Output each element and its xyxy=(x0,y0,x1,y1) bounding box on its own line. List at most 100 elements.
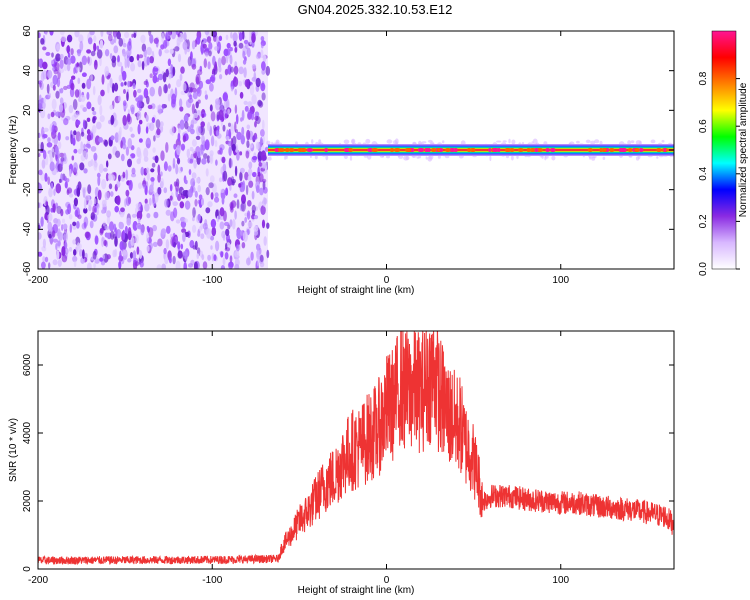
noise-blob xyxy=(81,72,87,77)
noise-blob xyxy=(38,152,41,158)
signal-peak xyxy=(601,148,607,152)
noise-blob xyxy=(90,129,95,134)
noise-blob xyxy=(210,218,217,228)
signal-halo xyxy=(311,139,314,144)
noise-blob xyxy=(63,63,68,72)
noise-blob xyxy=(55,243,58,251)
noise-blob xyxy=(96,121,102,130)
noise-blob xyxy=(87,56,90,64)
noise-blob xyxy=(162,72,167,83)
noise-blob xyxy=(228,122,231,128)
noise-blob xyxy=(114,119,119,126)
noise-blob xyxy=(195,101,199,109)
noise-blob xyxy=(126,57,130,69)
noise-blob xyxy=(71,75,76,80)
noise-blob xyxy=(155,119,161,129)
noise-blob xyxy=(165,239,170,250)
noise-blob xyxy=(84,231,90,239)
noise-blob xyxy=(183,261,187,269)
noise-blob xyxy=(156,264,162,269)
noise-blob xyxy=(156,128,161,136)
noise-blob xyxy=(64,181,68,189)
signal-peak xyxy=(454,148,458,152)
noise-blob xyxy=(247,221,253,228)
noise-blob xyxy=(231,143,236,152)
noise-blob xyxy=(42,134,48,139)
noise-blob xyxy=(138,119,143,125)
signal-peak xyxy=(526,148,531,152)
signal-peak xyxy=(274,148,280,152)
noise-blob xyxy=(98,163,104,174)
noise-blob xyxy=(247,168,253,177)
noise-blob xyxy=(61,218,66,224)
signal-peak xyxy=(623,148,627,152)
noise-blob xyxy=(122,115,127,126)
noise-blob xyxy=(111,60,117,68)
noise-blob xyxy=(77,77,81,85)
signal-peak xyxy=(550,148,556,152)
noise-blob xyxy=(262,119,265,131)
noise-blob xyxy=(182,190,188,197)
colorbar-tick-label: 0.2 xyxy=(698,214,709,228)
noise-blob xyxy=(38,143,41,154)
noise-blob xyxy=(225,242,228,250)
spectrogram-x-axis: -200 -100 0 100 xyxy=(28,31,570,286)
signal-halo xyxy=(627,140,631,146)
noise-blob xyxy=(157,173,161,183)
noise-blob xyxy=(59,31,65,36)
noise-blob xyxy=(136,100,142,109)
noise-blob xyxy=(118,37,124,47)
noise-blob xyxy=(109,221,114,232)
noise-blob xyxy=(261,150,267,161)
noise-blob xyxy=(191,149,196,154)
noise-blob xyxy=(133,32,137,38)
noise-blob xyxy=(131,213,137,218)
spectrogram-y-tick-label: 60 xyxy=(22,25,33,37)
noise-blob xyxy=(146,95,150,105)
noise-blob xyxy=(40,141,44,152)
noise-blob xyxy=(176,157,181,165)
noise-blob xyxy=(200,121,205,128)
noise-blob xyxy=(182,251,189,260)
noise-blob xyxy=(86,129,91,135)
noise-blob xyxy=(251,64,257,69)
noise-blob xyxy=(51,52,54,58)
noise-blob xyxy=(165,68,169,78)
noise-blob xyxy=(76,187,81,198)
noise-blob xyxy=(150,168,155,173)
noise-blob xyxy=(177,36,182,42)
noise-blob xyxy=(242,50,246,59)
noise-blob xyxy=(215,100,221,111)
signal-halo xyxy=(650,139,656,144)
noise-blob xyxy=(143,88,149,99)
noise-blob xyxy=(116,195,121,206)
noise-blob xyxy=(168,73,172,80)
noise-blob xyxy=(245,184,249,196)
noise-blob xyxy=(243,100,248,105)
noise-blob xyxy=(127,227,132,238)
noise-blob xyxy=(194,199,198,207)
noise-blob xyxy=(38,183,43,194)
noise-blob xyxy=(241,109,245,121)
noise-blob xyxy=(144,198,148,204)
noise-blob xyxy=(196,253,200,259)
noise-blob xyxy=(175,260,181,269)
noise-blob xyxy=(221,230,226,239)
noise-blob xyxy=(86,134,92,142)
noise-blob xyxy=(213,124,217,131)
spectrogram-x-tick-label: 0 xyxy=(384,275,390,286)
noise-blob xyxy=(127,109,131,114)
noise-blob xyxy=(73,249,77,256)
noise-blob xyxy=(88,205,92,212)
noise-blob xyxy=(104,139,108,147)
noise-blob xyxy=(192,112,198,119)
noise-blob xyxy=(189,82,195,90)
noise-blob xyxy=(215,159,218,166)
signal-peak xyxy=(517,148,524,152)
noise-blob xyxy=(104,191,110,201)
noise-blob xyxy=(197,69,203,76)
noise-blob xyxy=(224,252,229,260)
noise-blob xyxy=(140,166,145,176)
noise-blob xyxy=(206,155,211,164)
noise-blob xyxy=(260,36,265,42)
